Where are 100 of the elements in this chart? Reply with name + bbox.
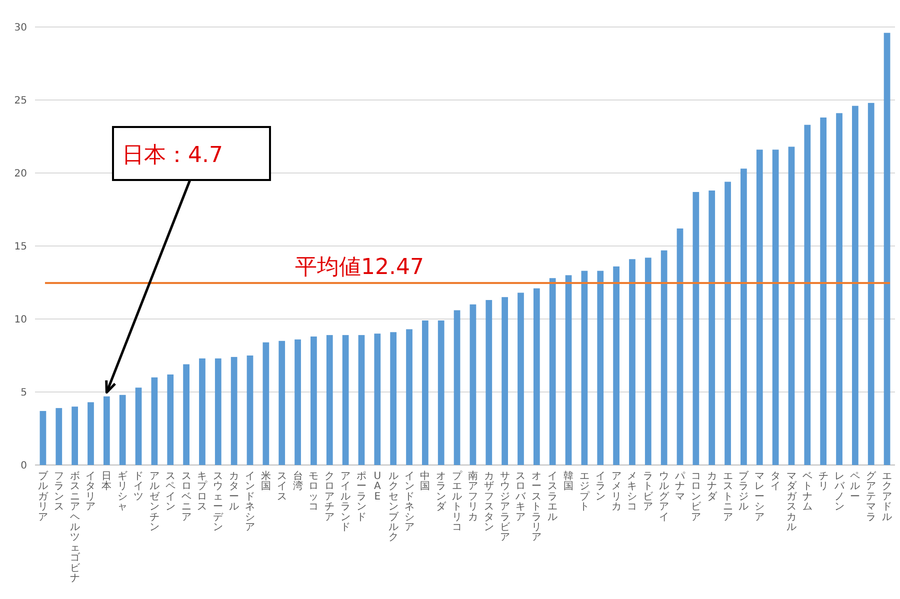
bar xyxy=(597,270,604,465)
x-tick-label: モロッコ xyxy=(308,471,319,513)
y-tick-label: 15 xyxy=(14,242,27,252)
bar xyxy=(581,270,588,465)
x-tick-label: カザフスタン xyxy=(484,471,494,533)
bar xyxy=(644,258,652,465)
x-tick-label: 南アフリカ xyxy=(468,470,478,523)
y-tick-label: 10 xyxy=(14,314,27,326)
x-tick-label: UAE xyxy=(374,471,382,502)
x-tick-label: 韓国 xyxy=(564,470,574,492)
bar xyxy=(884,32,890,465)
y-tick-label: 5 xyxy=(20,388,27,398)
x-tick-label: ギリシャ xyxy=(118,470,128,513)
bar xyxy=(278,340,286,465)
y-tick-label: 0 xyxy=(20,460,27,472)
bar xyxy=(230,356,238,465)
bar xyxy=(183,364,190,465)
x-tick-label: 中国 xyxy=(420,470,430,492)
x-tick-label: ルクセンブルク xyxy=(388,471,400,544)
bar xyxy=(438,320,444,465)
x-tick-label: サウジアラビア xyxy=(500,471,511,544)
bar xyxy=(518,292,524,465)
x-tick-label: エジプト xyxy=(579,471,590,513)
bar xyxy=(549,278,556,465)
x-tick-label: イスラエル xyxy=(548,471,558,523)
x-tick-label: スペイン xyxy=(165,471,176,513)
bar xyxy=(119,394,126,465)
x-tick-label: 米国 xyxy=(260,470,271,492)
bar xyxy=(103,396,110,465)
x-tick-label: ペルー xyxy=(850,471,860,502)
x-tick-label: グアテマラ xyxy=(866,471,878,523)
x-tick-label: カナダ xyxy=(706,471,718,502)
x-tick-label: ブラジル xyxy=(738,470,750,513)
x-tick-label: チリ xyxy=(818,471,828,492)
bar xyxy=(342,335,349,465)
x-tick-label: フランス xyxy=(54,471,64,513)
bar xyxy=(246,356,254,465)
x-tick-label: ブルガリア xyxy=(38,470,49,523)
bar xyxy=(868,102,874,465)
bar xyxy=(804,124,811,465)
bar xyxy=(613,266,620,465)
bar xyxy=(56,408,62,465)
bar xyxy=(660,250,668,465)
x-tick-label: スロバキア xyxy=(514,471,527,523)
x-tick-label: クロアチア xyxy=(324,471,335,523)
bar xyxy=(772,150,779,465)
y-tick-label: 25 xyxy=(14,96,27,106)
bar xyxy=(836,113,842,465)
y-tick-label: 20 xyxy=(14,168,27,180)
x-tick-label: オランダ xyxy=(436,471,448,513)
bar xyxy=(788,146,795,465)
bar xyxy=(88,402,94,465)
x-tick-label: ドイツ xyxy=(134,471,144,502)
x-tick-label: パナマ xyxy=(674,471,686,502)
bar xyxy=(708,190,716,465)
x-tick-label: イラン xyxy=(595,471,606,502)
bar xyxy=(390,332,397,465)
x-tick-label: レバノン xyxy=(833,471,846,513)
bar xyxy=(422,320,428,465)
x-tick-label: メキシコ xyxy=(627,471,638,513)
x-tick-label: エクアドル xyxy=(882,471,892,523)
bar xyxy=(358,335,365,465)
bar xyxy=(756,150,763,465)
x-tick-label: エストニア xyxy=(722,471,733,523)
x-tick-label: カタール xyxy=(229,471,240,513)
x-tick-label: アルゼンチン xyxy=(149,471,160,533)
bar xyxy=(454,310,460,465)
x-tick-label: ポーランド xyxy=(356,471,366,523)
bar xyxy=(135,388,142,465)
x-tick-label: ベトナム xyxy=(802,471,812,513)
bar xyxy=(374,334,381,465)
bar xyxy=(310,336,317,465)
x-tick-label: タイ xyxy=(770,471,781,492)
bar xyxy=(502,297,508,465)
x-tick-label: インドネシア xyxy=(245,471,255,533)
bar xyxy=(533,288,540,465)
x-tick-label: マダガスカル xyxy=(786,471,798,533)
bar xyxy=(724,182,731,465)
ref-line-label: 平均値12.47 xyxy=(295,254,424,280)
x-tick-label: ラトビア xyxy=(643,471,654,513)
bar xyxy=(294,339,301,465)
x-tick-label: アイルランド xyxy=(340,471,351,533)
x-tick-label: スロベニア xyxy=(181,471,192,523)
bar xyxy=(72,406,78,465)
bar xyxy=(676,228,684,465)
bar xyxy=(199,358,206,465)
bar xyxy=(820,118,827,465)
x-tick-label: スイス xyxy=(276,471,287,502)
bar xyxy=(692,192,700,465)
x-tick-label: オーストラリア xyxy=(532,471,542,544)
x-tick-label: 日本 xyxy=(102,471,112,492)
bar xyxy=(151,377,158,465)
x-tick-label: インドネシア xyxy=(404,471,414,533)
x-tick-label: キプロス xyxy=(197,471,208,513)
bar xyxy=(406,329,412,465)
bar xyxy=(565,275,572,465)
bar xyxy=(629,259,636,465)
y-tick-label: 30 xyxy=(14,22,27,34)
x-tick-label: スウェーデン xyxy=(213,471,224,533)
bar xyxy=(326,335,333,465)
